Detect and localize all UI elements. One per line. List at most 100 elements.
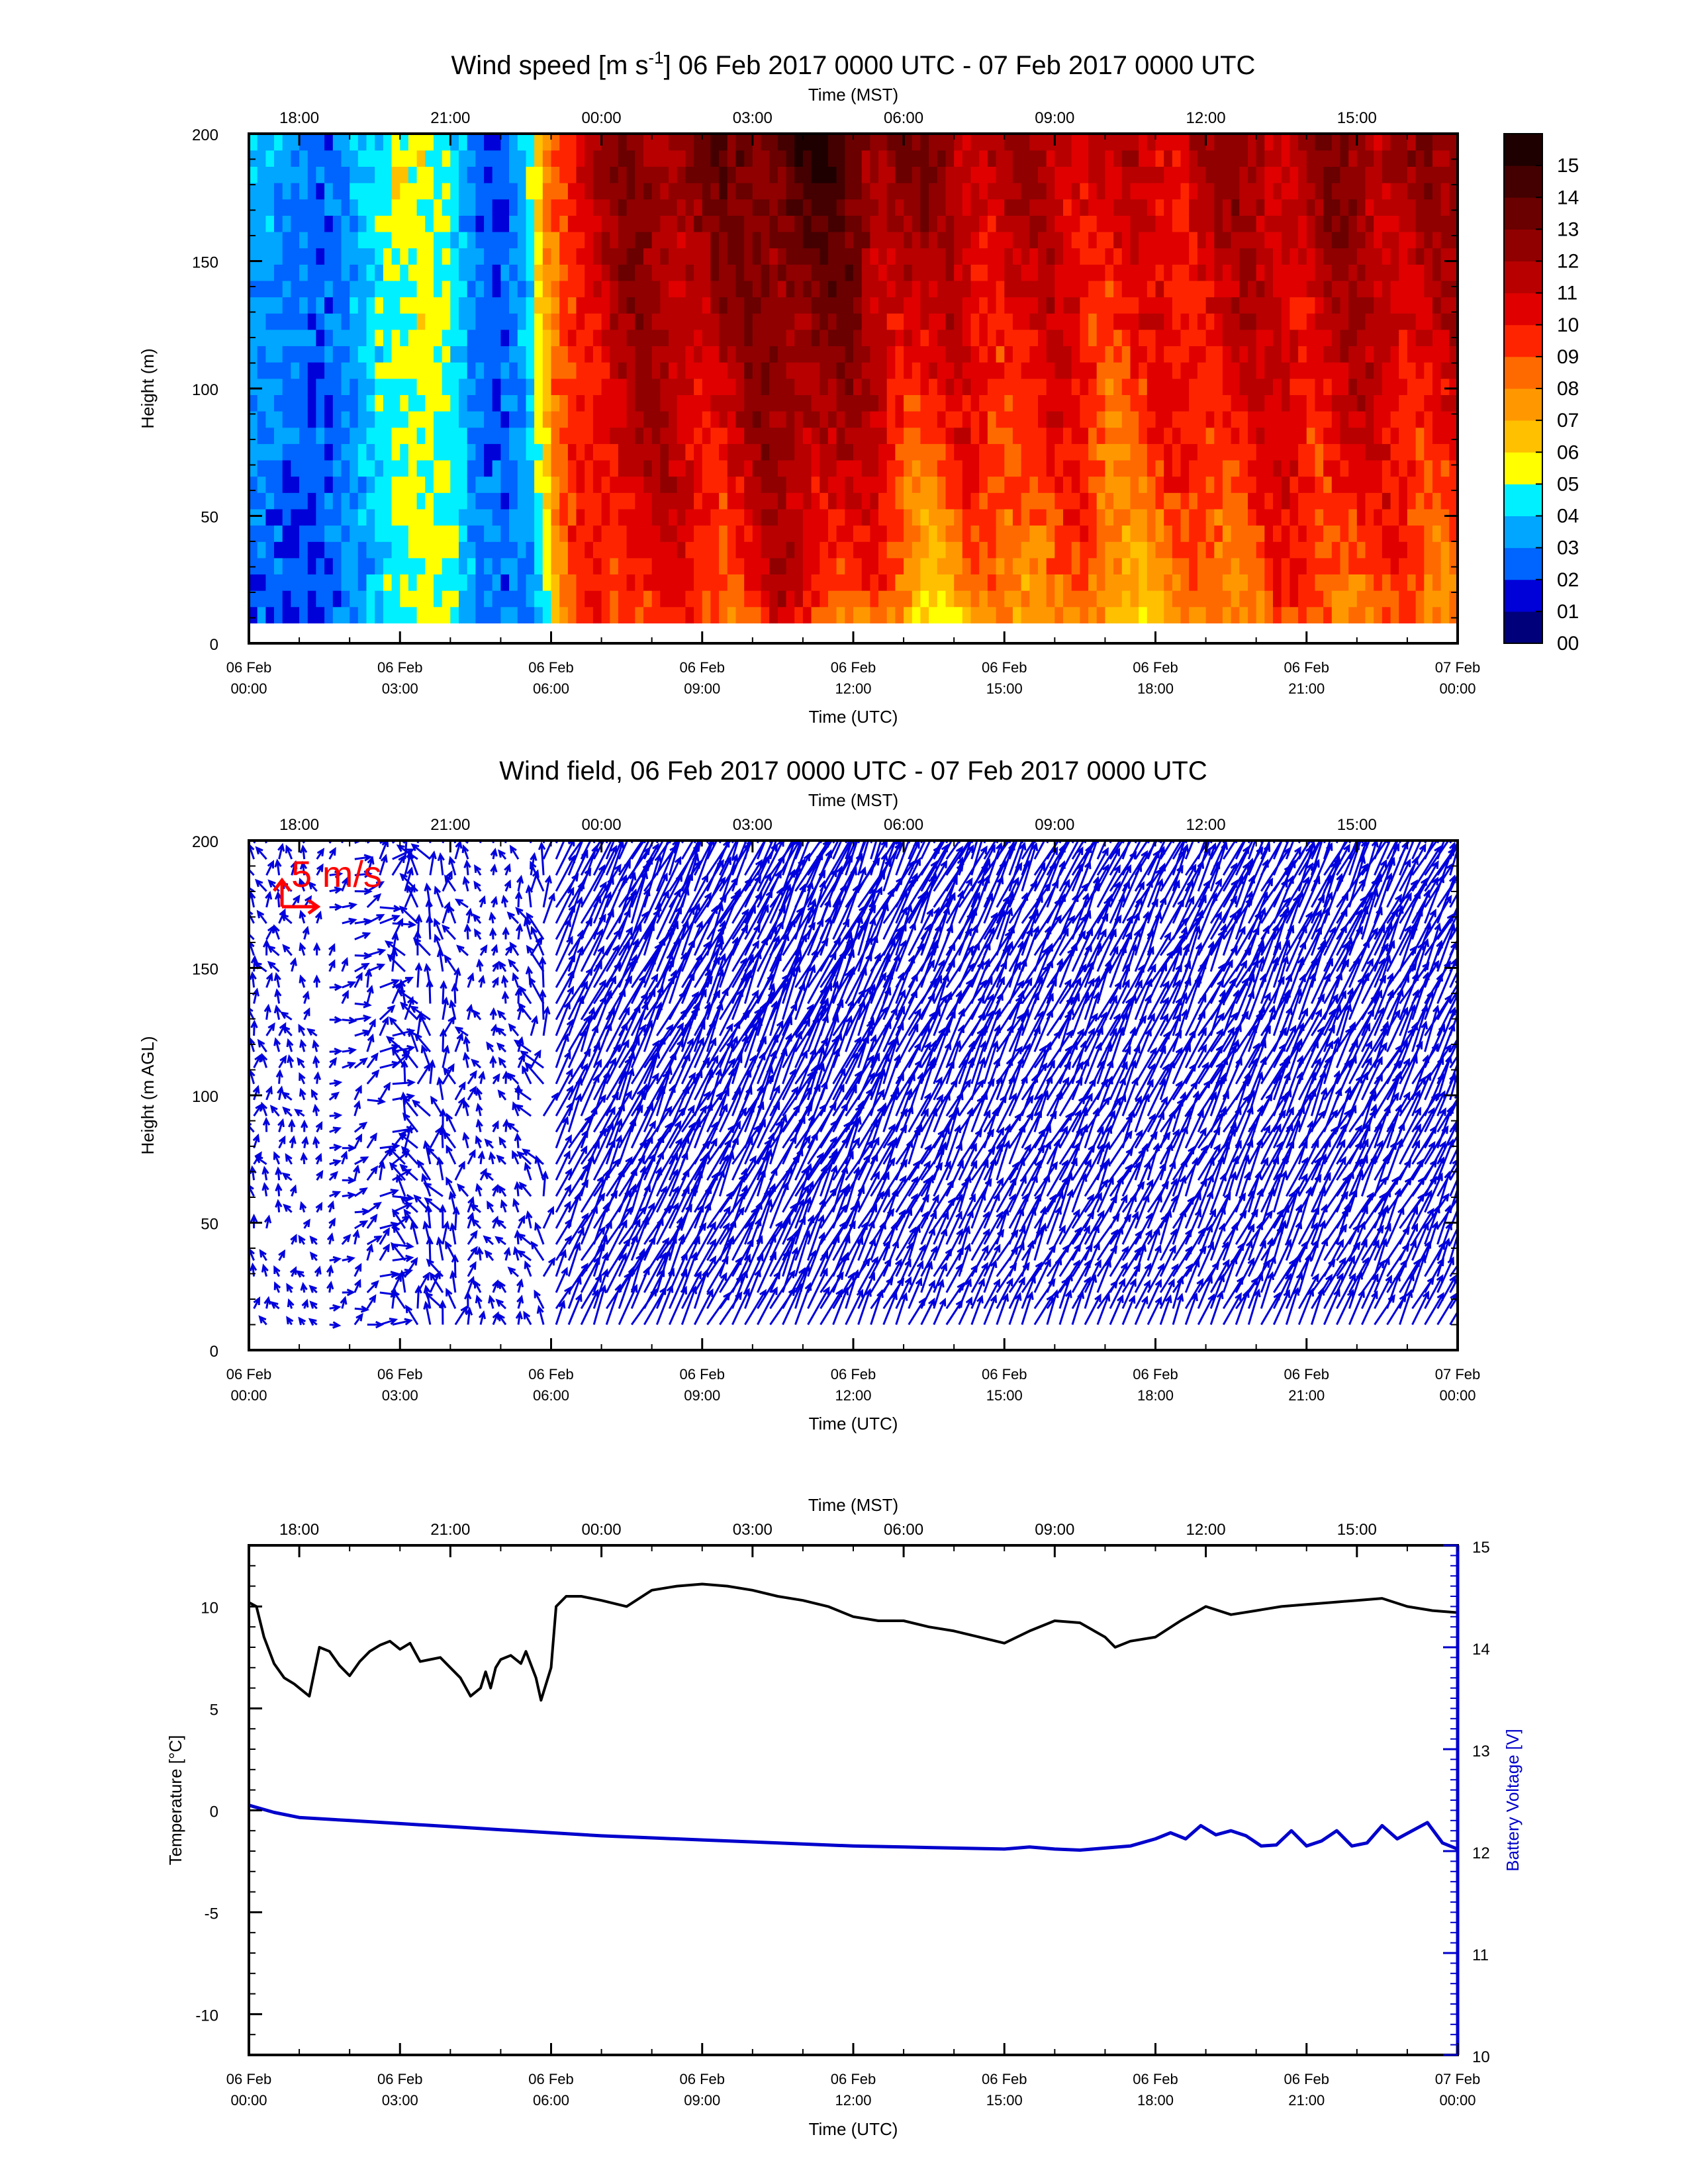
- heatmap-cell: [945, 182, 955, 200]
- heatmap-cell: [576, 410, 585, 428]
- heatmap-cell: [1180, 215, 1190, 232]
- wind-vector: [445, 1113, 457, 1133]
- heatmap-cell: [1407, 231, 1417, 249]
- heatmap-cell: [332, 362, 342, 379]
- heatmap-cell: [534, 248, 543, 265]
- heatmap-cell: [735, 215, 745, 232]
- heatmap-cell: [878, 329, 888, 347]
- heatmap-cell: [962, 199, 972, 216]
- heatmap-cell: [1315, 296, 1324, 314]
- y-tick-label: 100: [192, 381, 218, 399]
- heatmap-cell: [257, 541, 267, 559]
- heatmap-cell: [1189, 476, 1198, 493]
- heatmap-cell: [1155, 492, 1164, 510]
- heatmap-cell: [526, 590, 535, 608]
- heatmap-cell: [786, 378, 796, 395]
- heatmap-cell: [542, 329, 552, 347]
- heatmap-cell: [635, 508, 644, 526]
- heatmap-cell: [626, 199, 636, 216]
- heatmap-cell: [274, 459, 283, 477]
- heatmap-cell: [1331, 459, 1341, 477]
- wind-vector: [262, 1116, 271, 1132]
- heatmap-cell: [249, 231, 258, 249]
- heatmap-cell: [635, 590, 644, 608]
- heatmap-cell: [1382, 378, 1391, 395]
- wind-vector: [478, 974, 486, 988]
- heatmap-cell: [1399, 606, 1408, 623]
- heatmap-cell: [996, 166, 1006, 183]
- wind-vector: [353, 1312, 363, 1326]
- heatmap-cell: [828, 362, 837, 379]
- heatmap-cell: [1214, 378, 1223, 395]
- heatmap-cell: [836, 280, 846, 298]
- wind-vector: [442, 1220, 450, 1245]
- heatmap-cell: [702, 280, 712, 298]
- heatmap-cell: [592, 248, 602, 265]
- heatmap-cell: [1407, 557, 1417, 574]
- heatmap-cell: [962, 182, 972, 200]
- heatmap-cell: [761, 166, 770, 183]
- heatmap-cell: [651, 443, 661, 461]
- heatmap-cell: [1356, 508, 1366, 526]
- heatmap-cell: [811, 508, 821, 526]
- heatmap-cell: [904, 525, 913, 542]
- heatmap-cell: [1205, 557, 1215, 574]
- heatmap-cell: [1046, 557, 1056, 574]
- heatmap-cell: [626, 606, 636, 623]
- heatmap-cell: [987, 231, 997, 249]
- heatmap-cell: [307, 296, 317, 314]
- heatmap-cell: [626, 182, 636, 200]
- heatmap-cell: [1055, 166, 1064, 183]
- heatmap-cell: [794, 459, 804, 477]
- heatmap-cell: [962, 329, 972, 347]
- heatmap-cell: [1331, 590, 1341, 608]
- wind-vector: [312, 1103, 320, 1116]
- heatmap-cell: [576, 476, 585, 493]
- heatmap-cell: [567, 508, 577, 526]
- heatmap-cell: [567, 362, 577, 379]
- heatmap-cell: [1189, 313, 1198, 330]
- heatmap-cell: [1080, 492, 1089, 510]
- heatmap-cell: [1105, 476, 1114, 493]
- heatmap-cell: [316, 590, 325, 608]
- heatmap-cell: [626, 394, 636, 412]
- heatmap-cell: [592, 574, 602, 591]
- heatmap-cell: [1365, 557, 1374, 574]
- heatmap-cell: [509, 362, 518, 379]
- heatmap-cell: [1323, 590, 1333, 608]
- heatmap-cell: [1055, 362, 1064, 379]
- heatmap-cell: [274, 150, 283, 167]
- heatmap-cell: [920, 410, 929, 428]
- heatmap-cell: [643, 459, 653, 477]
- heatmap-cell: [576, 606, 585, 623]
- wind-vector: [476, 958, 484, 972]
- heatmap-cell: [1432, 525, 1442, 542]
- heatmap-cell: [1289, 590, 1299, 608]
- heatmap-cell: [1449, 492, 1458, 510]
- heatmap-cell: [1038, 459, 1047, 477]
- heatmap-cell: [886, 166, 896, 183]
- heatmap-cell: [1080, 362, 1089, 379]
- heatmap-cell: [434, 199, 443, 216]
- heatmap-cell: [710, 150, 720, 167]
- heatmap-cell: [1315, 476, 1324, 493]
- heatmap-cell: [878, 199, 888, 216]
- heatmap-cell: [341, 264, 350, 281]
- heatmap-cell: [1315, 329, 1324, 347]
- heatmap-cell: [744, 476, 753, 493]
- heatmap-cell: [1365, 362, 1374, 379]
- heatmap-cell: [1038, 525, 1047, 542]
- heatmap-cell: [567, 264, 577, 281]
- heatmap-cell: [996, 231, 1006, 249]
- wind-vector: [414, 913, 423, 940]
- heatmap-cell: [777, 248, 787, 265]
- heatmap-cell: [1164, 557, 1173, 574]
- heatmap-cell: [316, 525, 325, 542]
- heatmap-cell: [375, 378, 384, 395]
- heatmap-cell: [1088, 313, 1098, 330]
- heatmap-cell: [1147, 150, 1156, 167]
- heatmap-cell: [853, 329, 863, 347]
- heatmap-cell: [945, 150, 955, 167]
- heatmap-cell: [626, 541, 636, 559]
- heatmap-cell: [618, 557, 628, 574]
